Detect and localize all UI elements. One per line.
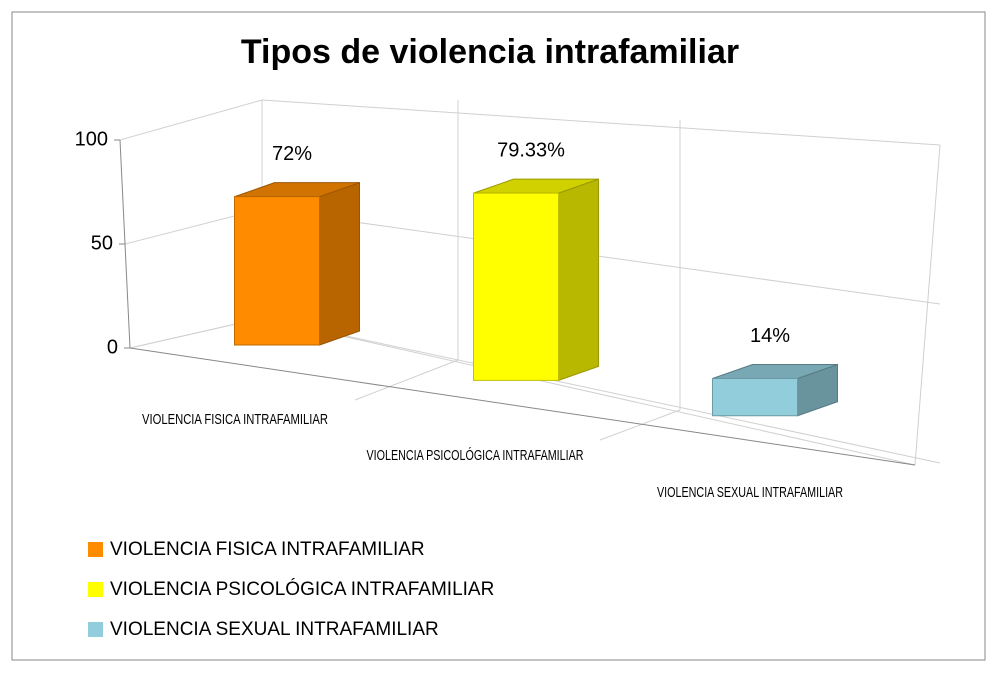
- legend-swatch: [88, 542, 103, 557]
- bar: [712, 363, 838, 417]
- bar-side: [319, 181, 360, 346]
- bar-front: [473, 192, 559, 381]
- floor-divider: [599, 409, 681, 441]
- legend-swatch: [88, 622, 103, 637]
- y-axis: [119, 139, 131, 349]
- bar: [234, 181, 360, 346]
- bar-front: [234, 196, 320, 346]
- bar: [473, 178, 599, 382]
- data-label: 72%: [272, 143, 312, 165]
- bar-front: [712, 378, 798, 417]
- chart-title: Tipos de violencia intrafamiliar: [241, 33, 739, 71]
- y-tick-label: 50: [91, 232, 113, 254]
- data-label: 79.33%: [497, 139, 565, 161]
- bar-side: [558, 178, 599, 382]
- x-tick-label: VIOLENCIA PSICOLÓGICA INTRAFAMILIAR: [367, 447, 584, 464]
- legend-swatch: [88, 582, 103, 597]
- y-tick-label: 0: [107, 336, 118, 358]
- floor-divider: [354, 359, 459, 401]
- legend-label: VIOLENCIA SEXUAL INTRAFAMILIAR: [110, 619, 439, 640]
- grid-line: [119, 99, 941, 146]
- back-wall-edge: [914, 144, 941, 466]
- data-label: 14%: [750, 325, 790, 347]
- x-axis: [129, 347, 916, 466]
- y-tick-label: 100: [75, 128, 108, 150]
- legend-label: VIOLENCIA PSICOLÓGICA INTRAFAMILIAR: [110, 578, 494, 600]
- legend-label: VIOLENCIA FISICA INTRAFAMILIAR: [110, 539, 425, 560]
- x-tick-label: VIOLENCIA FISICA INTRAFAMILIAR: [142, 411, 328, 428]
- x-tick-label: VIOLENCIA SEXUAL INTRAFAMILIAR: [657, 484, 843, 501]
- floor-edge: [261, 317, 916, 466]
